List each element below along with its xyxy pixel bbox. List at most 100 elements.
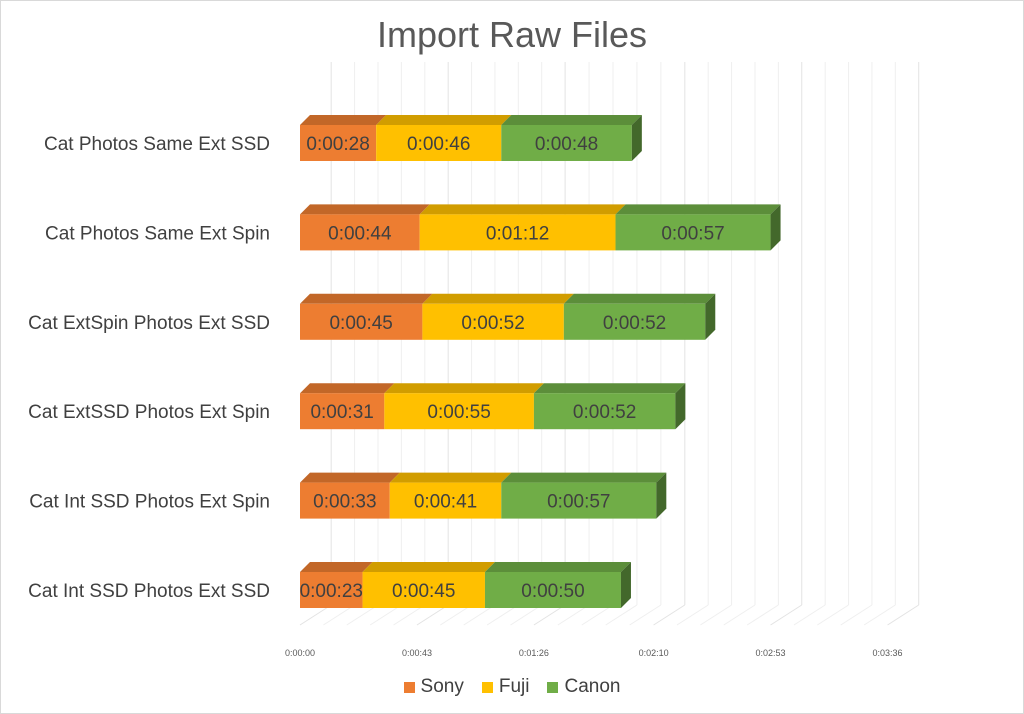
data-label: 0:01:12: [486, 223, 549, 244]
data-label: 0:00:46: [407, 134, 470, 155]
gridline-floor: [416, 604, 449, 626]
legend-label: Sony: [420, 676, 464, 697]
x-tick-label: 0:00:43: [402, 648, 432, 658]
bar-fuji: [389, 482, 502, 519]
bar-fuji: [362, 572, 485, 608]
gridline-minor-floor: [346, 604, 379, 626]
bar-top-fuji: [422, 293, 574, 304]
category-labels: Cat Photos Same Ext SSD Cat Photos Same E…: [28, 134, 270, 602]
bar-sony: [300, 125, 377, 161]
category-label: Cat Int SSD Photos Ext SSD: [28, 581, 270, 602]
legend-item-sony: Sony: [403, 676, 464, 698]
x-tick-label: 0:03:36: [873, 648, 903, 658]
data-label: 0:00:45: [329, 313, 392, 334]
bar-side-canon: [620, 562, 631, 608]
bar-top-sony: [300, 562, 373, 572]
bar-side-canon: [656, 472, 667, 519]
legend-label: Canon: [564, 676, 621, 697]
gridline-minor-floor: [629, 604, 662, 626]
data-label: 0:00:41: [414, 492, 477, 513]
category-label: Cat Int SSD Photos Ext Spin: [29, 492, 270, 513]
x-tick-label: 0:02:10: [639, 648, 669, 658]
data-label: 0:00:52: [603, 313, 666, 334]
bar-top-sony: [300, 204, 430, 215]
gridline-minor-floor: [817, 604, 849, 626]
gridline-minor-floor: [323, 604, 355, 626]
gridline-minor-floor: [393, 604, 426, 626]
bar-canon: [484, 572, 621, 608]
bar-top-canon: [484, 562, 631, 572]
gridline-floor: [770, 604, 803, 626]
bar-sony: [300, 482, 390, 519]
legend-swatch: [481, 681, 493, 693]
category-label: Cat ExtSpin Photos Ext SSD: [28, 313, 270, 334]
legend: Sony Fuji Canon: [0, 676, 1024, 698]
gridline-minor-floor: [863, 604, 896, 626]
legend-item-canon: Canon: [547, 676, 620, 698]
data-label: 0:00:52: [461, 313, 524, 334]
x-tick-label: 0:02:53: [756, 648, 786, 658]
gridline-minor-floor: [676, 604, 709, 626]
bars: 0:00:28 0:00:46 0:00:48 0:00:44 0:01:12 0:00:…: [300, 115, 781, 608]
bar-sony: [300, 393, 385, 430]
gridline-minor-floor: [700, 604, 732, 626]
gridline-minor-floor: [557, 604, 590, 626]
bar-fuji: [376, 125, 502, 161]
bar-canon: [501, 125, 632, 161]
gridline-minor-floor: [369, 604, 402, 626]
bar-fuji: [384, 393, 534, 430]
legend-swatch: [547, 681, 559, 693]
data-label: 0:00:50: [521, 581, 584, 602]
bar-canon: [563, 303, 706, 340]
data-label: 0:00:44: [328, 223, 392, 244]
bar-top-fuji: [419, 204, 626, 215]
gridline-minor-floor: [723, 604, 756, 626]
gridline-minor-floor: [510, 604, 542, 626]
bar-top-fuji: [362, 562, 495, 572]
bar-side-canon: [675, 383, 686, 430]
bar-top-sony: [300, 472, 400, 483]
gridline-minor-floor: [463, 604, 496, 626]
bar-fuji: [422, 303, 564, 340]
data-label: 0:00:23: [300, 581, 363, 602]
gridline-minor-floor: [440, 604, 472, 626]
data-label: 0:00:57: [661, 223, 724, 244]
chart-title: Import Raw Files: [376, 14, 648, 55]
bar-fuji: [419, 214, 616, 251]
bar-top-canon: [563, 293, 716, 304]
gridline-floor: [533, 604, 566, 626]
category-label: Cat ExtSSD Photos Ext Spin: [28, 402, 270, 423]
data-label: 0:00:28: [306, 134, 369, 155]
bar-sony: [300, 214, 420, 251]
gridline-floor: [299, 604, 332, 626]
x-tick-label: 0:01:26: [519, 648, 549, 658]
gridline-minor-floor: [486, 604, 519, 626]
bar-sony: [300, 572, 363, 608]
gridline-floor: [887, 604, 919, 626]
gridline-minor-floor: [605, 604, 638, 626]
data-label: 0:00:31: [310, 402, 373, 423]
legend-label: Fuji: [498, 676, 530, 697]
bar-side-canon: [631, 115, 642, 161]
data-label: 0:00:57: [547, 492, 610, 513]
bar-top-sony: [300, 293, 433, 304]
legend-swatch: [403, 681, 415, 693]
bar-top-canon: [501, 115, 642, 125]
data-label: 0:00:48: [535, 134, 598, 155]
gridline-minor-floor: [581, 604, 614, 626]
bar-top-fuji: [389, 472, 512, 483]
bar-top-canon: [615, 204, 781, 215]
category-label: Cat Photos Same Ext Spin: [45, 223, 270, 244]
legend-item-fuji: Fuji: [481, 676, 530, 698]
bar-canon: [615, 214, 771, 251]
data-label: 0:00:33: [313, 492, 376, 513]
gridline-minor-floor: [840, 604, 873, 626]
x-tick-label: 0:00:00: [285, 648, 315, 658]
bar-canon: [533, 393, 676, 430]
gridline-minor-floor: [746, 604, 779, 626]
bar-canon: [501, 482, 657, 519]
data-label: 0:00:45: [392, 581, 455, 602]
gridline-minor-floor: [793, 604, 826, 626]
x-tick-labels: 0:00:00 0:00:43 0:01:26 0:02:10 0:02:53 0:03:…: [285, 648, 903, 658]
